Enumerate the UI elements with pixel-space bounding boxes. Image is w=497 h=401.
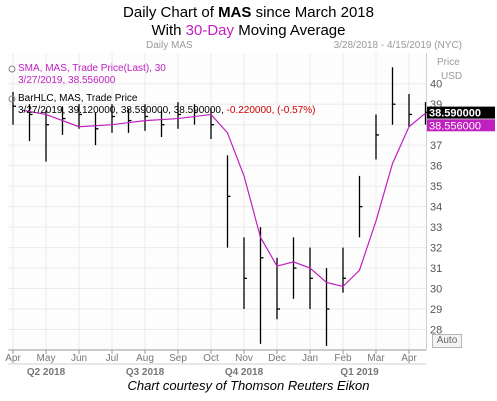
x-tick-label: Jun: [71, 353, 87, 364]
x-tick-label: Jul: [106, 353, 119, 364]
y-tick-label: 36: [430, 161, 442, 173]
x-tick-label: Aug: [136, 353, 154, 364]
auto-scale-button[interactable]: Auto: [432, 334, 462, 348]
chart-credit: Chart courtesy of Thomson Reuters Eikon: [127, 378, 370, 393]
y-tick-label: 32: [430, 243, 442, 255]
quarter-label: Q3 2018: [126, 367, 165, 378]
chart-title-line2: With 30-Day Moving Average: [151, 22, 346, 39]
y-tick-label: 34: [430, 202, 442, 214]
x-tick-label: Sep: [169, 353, 187, 364]
x-tick-label: Jan: [302, 353, 318, 364]
bar-legend-line1: BarHLC, MAS, Trade Price: [18, 93, 138, 104]
y-tick-label: 31: [430, 263, 442, 275]
sma-legend-line1: SMA, MAS, Trade Price(Last), 30: [18, 63, 166, 74]
sma-line: [22, 109, 426, 288]
quarter-label: Q1 2019: [340, 367, 379, 378]
y-tick-label: 37: [430, 140, 442, 152]
legend-sma-toggle-icon: [8, 65, 16, 73]
x-tick-label: May: [37, 353, 56, 364]
x-tick-label: Apr: [5, 353, 21, 364]
price-header: Price: [437, 57, 460, 68]
bar-legend-line2: 3/27/2019, 39.120000, 38.590000, 38.5900…: [18, 105, 316, 116]
x-tick-label: Feb: [334, 353, 352, 364]
x-tick-label: Dec: [268, 353, 286, 364]
last-price-tag: [427, 106, 495, 119]
y-tick-label: 28: [430, 325, 442, 337]
sma-legend-line2: 3/27/2019, 38.556000: [18, 75, 116, 86]
y-tick-label: 29: [430, 304, 442, 316]
y-tick-label: 40: [430, 79, 442, 91]
plot-area[interactable]: [8, 53, 427, 350]
x-tick-label: Nov: [235, 353, 253, 364]
quarter-label: Q4 2018: [225, 367, 264, 378]
x-tick-label: Mar: [367, 353, 385, 364]
bar-legend: BarHLC, MAS, Trade Price 3/27/2019, 39.1…: [18, 93, 315, 117]
panel-header: Daily MAS 3/28/2018 - 4/15/2019 (NYC): [8, 40, 462, 53]
x-tick-label: Apr: [401, 353, 417, 364]
y-tick-label: 33: [430, 222, 442, 234]
quarter-label: Q2 2018: [27, 367, 66, 378]
legend-bar-toggle-icon: [8, 95, 16, 103]
y-tick-label: 30: [430, 284, 442, 296]
y-tick-label: 35: [430, 181, 442, 193]
date-range: 3/28/2018 - 4/15/2019 (NYC): [333, 40, 462, 51]
panel-label: Daily MAS: [146, 40, 193, 51]
sma-legend: SMA, MAS, Trade Price(Last), 30 3/27/201…: [18, 63, 166, 87]
sma-price-tag: [427, 119, 495, 132]
x-tick-label: Oct: [203, 353, 219, 364]
last-price-tag-label: 38.590000: [429, 108, 481, 120]
sma-price-tag-label: 38.556000: [429, 120, 481, 132]
chart-title-line1: Daily Chart of MAS since March 2018: [123, 4, 374, 21]
currency-header: USD: [441, 71, 463, 82]
